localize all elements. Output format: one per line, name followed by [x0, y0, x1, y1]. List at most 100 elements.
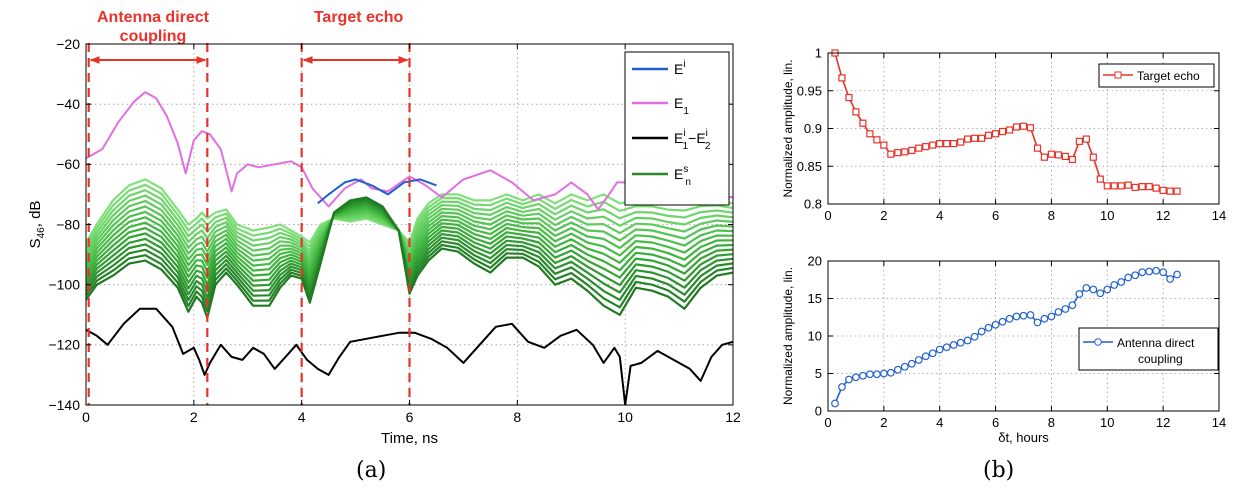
data-point: [957, 138, 965, 146]
ticks: 0 2 4 6 8 10 12−20−40−60−80−100−120−140: [48, 36, 741, 425]
legend-main: E: [674, 130, 683, 146]
data-point: [852, 373, 860, 382]
data-point: [922, 143, 930, 151]
legend-entry: Ei: [674, 59, 686, 77]
legend-entry: Target echo: [1137, 69, 1200, 83]
x-tick-label: 10: [617, 409, 633, 425]
data-point: [859, 119, 867, 127]
data-point: [1082, 284, 1091, 292]
data-point: [1131, 183, 1139, 191]
y-tick-label: −40: [56, 96, 80, 112]
data-point: [1110, 182, 1118, 190]
y-tick-label: 0.8: [804, 197, 822, 212]
data-point: [978, 134, 986, 142]
data-point: [1054, 151, 1063, 159]
data-point: [1145, 267, 1154, 276]
annotation-label: Target echo: [314, 9, 404, 26]
y-tick-label: −140: [48, 397, 80, 413]
data-point: [1096, 175, 1104, 183]
legend-sup: s: [683, 164, 688, 175]
y-tick-label: 0.9: [804, 121, 822, 136]
data-point: [1145, 183, 1153, 191]
series-line-esn: [86, 199, 733, 306]
y-tick-label: −20: [56, 36, 80, 52]
data-point: [915, 144, 923, 152]
data-point: [831, 399, 839, 408]
legend-box: [1098, 63, 1215, 88]
legend-sup: i: [706, 128, 708, 139]
data-point: [1054, 308, 1063, 316]
data-point: [907, 359, 916, 368]
data-point: [1068, 301, 1077, 310]
data-point: [921, 352, 930, 361]
data-point: [984, 131, 993, 139]
series-line-esn: [86, 206, 733, 276]
data-point: [1138, 183, 1146, 191]
series-line-esn: [86, 203, 733, 286]
data-point: [866, 130, 874, 138]
data-point: [1152, 184, 1160, 192]
data-point: [838, 74, 846, 82]
data-point: [894, 149, 902, 157]
data-point: [950, 140, 958, 148]
data-point: [1131, 271, 1140, 280]
data-point: [1152, 266, 1161, 275]
data-point: [908, 146, 916, 154]
data-point: [1047, 150, 1056, 158]
y-axis-label-main: S: [27, 238, 44, 248]
data-point: [977, 327, 986, 336]
series-line-esn: [86, 204, 733, 280]
chart-b-bottom: 0 2 4 6 8 10 12 14 0 5 10 15 20 Antenna direct couplin…: [781, 254, 1226, 445]
x-tick-label: 12: [1156, 415, 1170, 430]
data-point: [1103, 285, 1112, 294]
y-axis-label-rest: , dB: [27, 201, 44, 228]
data-point: [929, 141, 937, 149]
data-point: [901, 148, 909, 156]
data-point: [879, 369, 888, 378]
x-tick-label: 14: [1212, 415, 1226, 430]
data-point: [893, 365, 902, 374]
data-point: [1019, 122, 1028, 130]
legend-marker: [1114, 71, 1122, 79]
y-axis-label: Normalized amplitude, lin.: [781, 267, 795, 405]
data-point: [991, 320, 1000, 329]
legend-sup: i: [683, 128, 685, 139]
legend: Target echo: [1098, 63, 1215, 88]
data-point: [900, 362, 909, 371]
series-line-esn: [86, 201, 733, 293]
ticks: 0 2 4 6 8 10 12 14 0.8 0.85 0.9 0.95 1: [797, 46, 1227, 223]
data-point: [1075, 137, 1083, 145]
data-point: [936, 140, 944, 148]
series-line-esn: [86, 196, 733, 319]
data-point: [949, 341, 958, 349]
legend-sup: i: [683, 59, 685, 70]
data-point: [928, 349, 937, 358]
data-point: [1019, 311, 1028, 320]
data-point: [1005, 126, 1014, 134]
data-point: [963, 336, 972, 345]
x-tick-label: 10: [1100, 415, 1114, 430]
series-line-esn: [86, 199, 733, 260]
x-tick-label: 6: [992, 208, 999, 223]
data-point: [1159, 186, 1167, 195]
x-tick-label: 2: [880, 208, 887, 223]
legend-box: [1078, 327, 1219, 371]
data-point: [1138, 268, 1147, 277]
series-line-esn: [86, 205, 733, 264]
legend-sub: n: [685, 177, 691, 188]
x-tick-label: 0: [82, 409, 90, 425]
y-tick-label: 0: [815, 404, 822, 419]
data-point: [991, 130, 1000, 138]
legend-main: E: [674, 166, 683, 182]
y-axis-label: S46, dB: [27, 201, 47, 249]
series-line-ei: [317, 178, 437, 205]
x-axis-label: δt, hours: [998, 430, 1049, 445]
data-point: [1033, 318, 1042, 327]
legend-marker: [1094, 338, 1102, 346]
data-point: [1040, 314, 1049, 323]
data-point: [859, 371, 867, 380]
series-line-diff: [86, 307, 733, 405]
x-tick-label: 12: [725, 409, 741, 425]
x-tick-label: 2: [190, 409, 198, 425]
